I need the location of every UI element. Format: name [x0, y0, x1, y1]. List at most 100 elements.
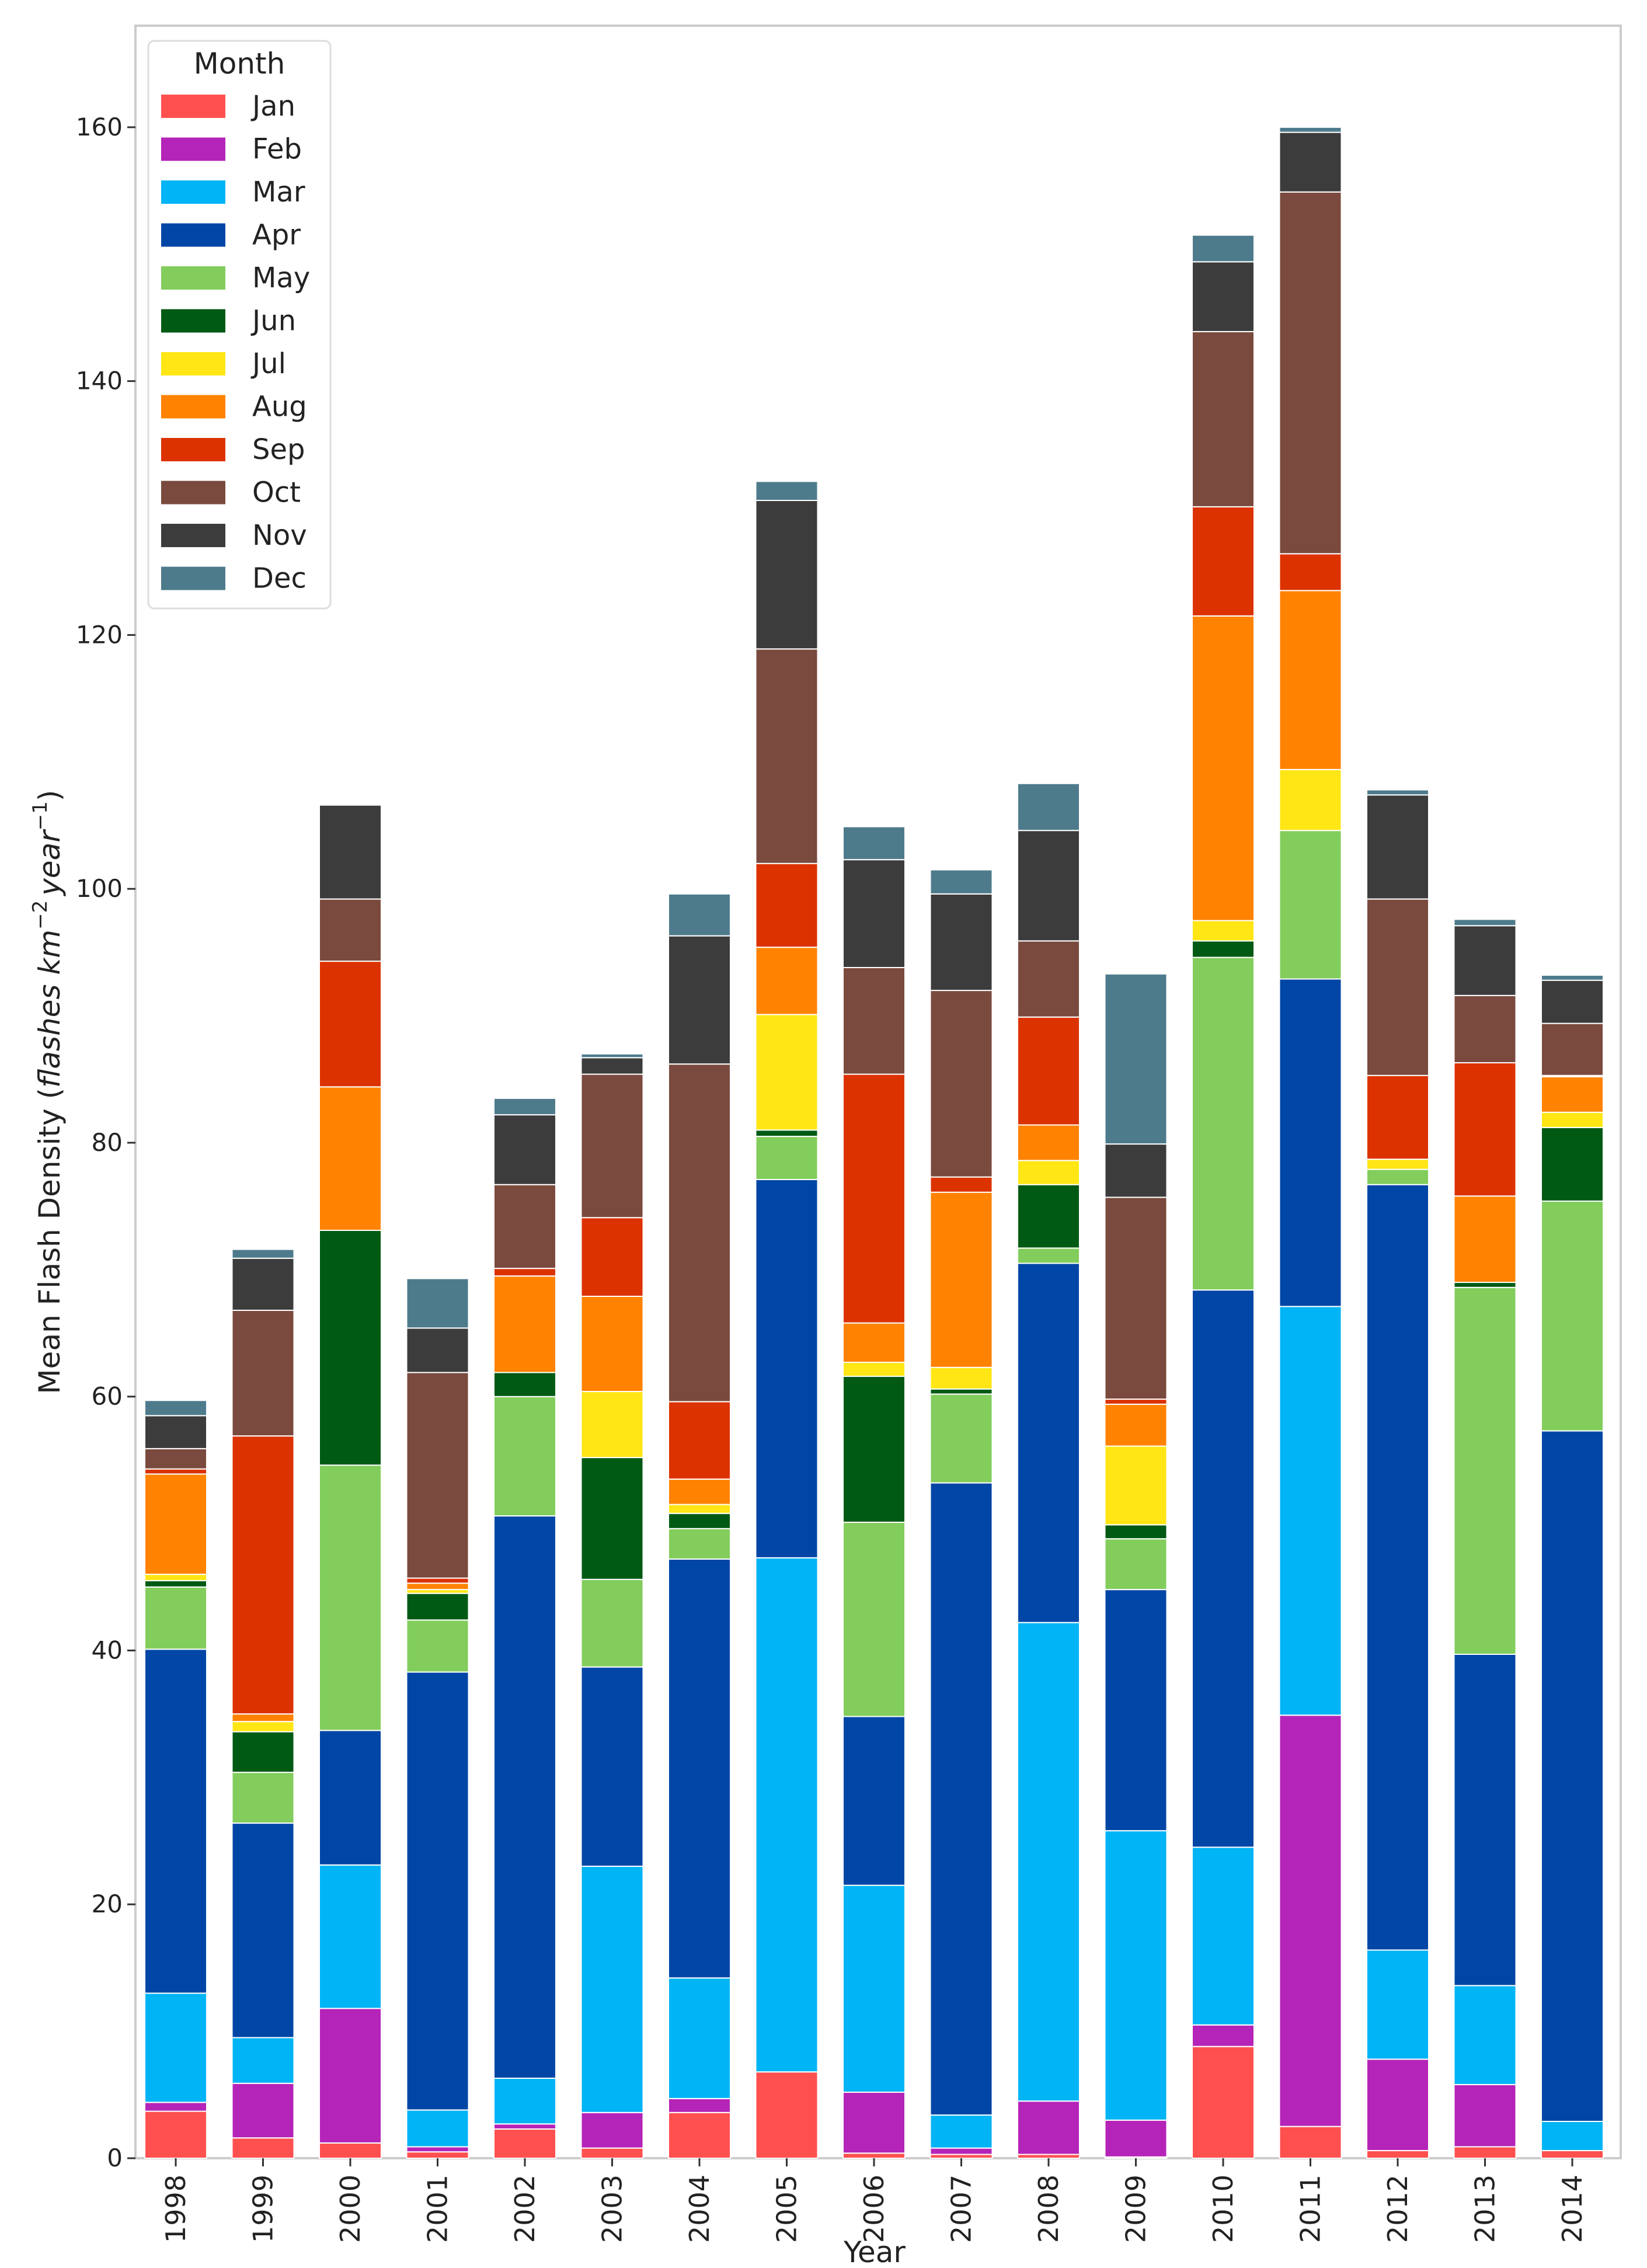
bar-nov-2001: [406, 1327, 469, 1373]
legend: Month Jan Feb Mar Apr May Jun Jul Aug Sep Oct Nov D…: [147, 40, 332, 610]
bar-aug-2006: [842, 1322, 906, 1363]
bar-sep-2001: [406, 1577, 469, 1584]
bar-dec-2008: [1017, 782, 1080, 832]
legend-swatch-aug: [161, 395, 225, 419]
bar-dec-1999: [231, 1248, 295, 1259]
bar-oct-2000: [319, 898, 382, 962]
bar-sep-2003: [580, 1217, 644, 1297]
bar-mar-2012: [1366, 1949, 1429, 2060]
legend-label-mar: Mar: [252, 176, 305, 208]
legend-swatch-may: [161, 266, 225, 290]
bar-jun-2009: [1104, 1524, 1168, 1540]
bar-may-2001: [406, 1619, 469, 1673]
bar-apr-2004: [668, 1558, 731, 1979]
bar-mar-2003: [580, 1866, 644, 2113]
bar-jul-2009: [1104, 1445, 1168, 1526]
bar-aug-2004: [668, 1479, 731, 1505]
bar-dec-2011: [1279, 126, 1342, 133]
bar-apr-2014: [1541, 1430, 1604, 2122]
legend-swatch-jan: [161, 95, 225, 118]
bar-feb-2004: [668, 2097, 731, 2113]
bar-nov-2014: [1541, 979, 1604, 1024]
bar-sep-1998: [144, 1468, 207, 1475]
legend-label-dec: Dec: [252, 562, 307, 595]
bar-nov-2011: [1279, 131, 1342, 193]
bar-oct-2008: [1017, 940, 1080, 1018]
bar-oct-2010: [1192, 331, 1255, 507]
bar-jan-2005: [755, 2071, 819, 2159]
bar-aug-2000: [319, 1086, 382, 1231]
bar-feb-2001: [406, 2146, 469, 2153]
x-tick-label: 2005: [771, 2175, 803, 2243]
bar-aug-2009: [1104, 1403, 1168, 1447]
bar-apr-2009: [1104, 1589, 1168, 1832]
bar-may-2012: [1366, 1168, 1429, 1185]
bar-mar-2011: [1279, 1306, 1342, 1716]
bar-feb-2006: [842, 2091, 906, 2154]
bar-oct-2007: [929, 990, 993, 1178]
bar-mar-2007: [929, 2114, 993, 2149]
legend-title: Month: [194, 47, 285, 81]
bar-apr-2000: [319, 1730, 382, 1866]
bar-jun-2004: [668, 1512, 731, 1529]
bar-nov-2003: [580, 1057, 644, 1075]
bar-mar-2001: [406, 2109, 469, 2148]
bar-apr-2011: [1279, 978, 1342, 1307]
x-tick-label: 2006: [858, 2175, 890, 2243]
bar-dec-2002: [493, 1097, 556, 1116]
bar-jul-2014: [1541, 1111, 1604, 1128]
bar-nov-2008: [1017, 830, 1080, 942]
x-tick-label: 2007: [946, 2175, 977, 2243]
bar-feb-2008: [1017, 2100, 1080, 2155]
bar-may-2009: [1104, 1538, 1168, 1591]
legend-swatch-jul: [161, 352, 225, 375]
bar-nov-1998: [144, 1415, 207, 1449]
x-tick-label: 2013: [1470, 2175, 1501, 2243]
bar-oct-1999: [231, 1309, 295, 1437]
bar-jul-2008: [1017, 1160, 1080, 1185]
bar-jan-2001: [406, 2151, 469, 2159]
bar-aug-2002: [493, 1275, 556, 1373]
bar-mar-2006: [842, 1884, 906, 2093]
y-tick-label: 160: [76, 113, 123, 141]
legend-label-aug: Aug: [252, 391, 307, 423]
bar-nov-2006: [842, 859, 906, 968]
bar-jun-1998: [144, 1580, 207, 1588]
bar-feb-1998: [144, 2102, 207, 2112]
bar-jun-2000: [319, 1229, 382, 1466]
bar-jul-2006: [842, 1362, 906, 1377]
bar-aug-2007: [929, 1191, 993, 1368]
bar-may-1999: [231, 1772, 295, 1824]
bar-jul-2012: [1366, 1159, 1429, 1170]
bar-dec-2005: [755, 481, 819, 502]
bar-may-2011: [1279, 830, 1342, 980]
bar-mar-1998: [144, 1992, 207, 2103]
bar-aug-2003: [580, 1295, 644, 1393]
bar-feb-2003: [580, 2112, 644, 2149]
bar-jan-2010: [1192, 2046, 1255, 2159]
bar-oct-2014: [1541, 1022, 1604, 1076]
bar-oct-2011: [1279, 191, 1342, 555]
bar-nov-2005: [755, 500, 819, 650]
bar-jun-2008: [1017, 1184, 1080, 1249]
bar-jul-2011: [1279, 768, 1342, 832]
x-tick-label: 2010: [1207, 2175, 1239, 2243]
bar-aug-1999: [231, 1713, 295, 1723]
bar-dec-2010: [1192, 234, 1255, 263]
bar-oct-2003: [580, 1073, 644, 1219]
bar-jan-2013: [1453, 2146, 1517, 2159]
y-tick-label: 80: [92, 1128, 123, 1157]
bar-apr-2001: [406, 1671, 469, 2111]
bar-dec-1998: [144, 1400, 207, 1417]
bar-may-2002: [493, 1396, 556, 1517]
bar-jun-2005: [755, 1129, 819, 1138]
x-tick-label: 2003: [597, 2175, 628, 2243]
bar-may-2010: [1192, 956, 1255, 1291]
bar-mar-2013: [1453, 1985, 1517, 2085]
x-tick-label: 2000: [335, 2175, 366, 2243]
bar-apr-2006: [842, 1716, 906, 1886]
bar-jan-2011: [1279, 2126, 1342, 2159]
bar-oct-2006: [842, 966, 906, 1075]
legend-label-jul: Jul: [250, 347, 286, 380]
